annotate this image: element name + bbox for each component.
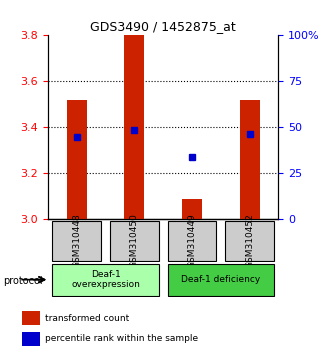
Bar [124,35,145,219]
Text: percentile rank within the sample: percentile rank within the sample [45,335,199,343]
Bar [67,100,87,219]
Text: protocol: protocol [3,276,43,286]
Text: GSM310452: GSM310452 [245,213,254,268]
Bar [239,100,260,219]
Text: Deaf-1 deficiency: Deaf-1 deficiency [181,275,260,284]
FancyBboxPatch shape [168,221,216,261]
Title: GDS3490 / 1452875_at: GDS3490 / 1452875_at [90,20,236,33]
Text: Deaf-1
overexpression: Deaf-1 overexpression [71,270,140,289]
FancyBboxPatch shape [168,264,274,296]
Text: GSM310449: GSM310449 [188,213,196,268]
Text: GSM310448: GSM310448 [72,213,81,268]
Bar [182,199,202,219]
FancyBboxPatch shape [225,221,274,261]
FancyBboxPatch shape [52,221,101,261]
Bar [22,312,40,325]
FancyBboxPatch shape [110,221,159,261]
Bar [22,332,40,346]
FancyBboxPatch shape [52,264,159,296]
Text: GSM310450: GSM310450 [130,213,139,268]
Text: transformed count: transformed count [45,314,130,323]
